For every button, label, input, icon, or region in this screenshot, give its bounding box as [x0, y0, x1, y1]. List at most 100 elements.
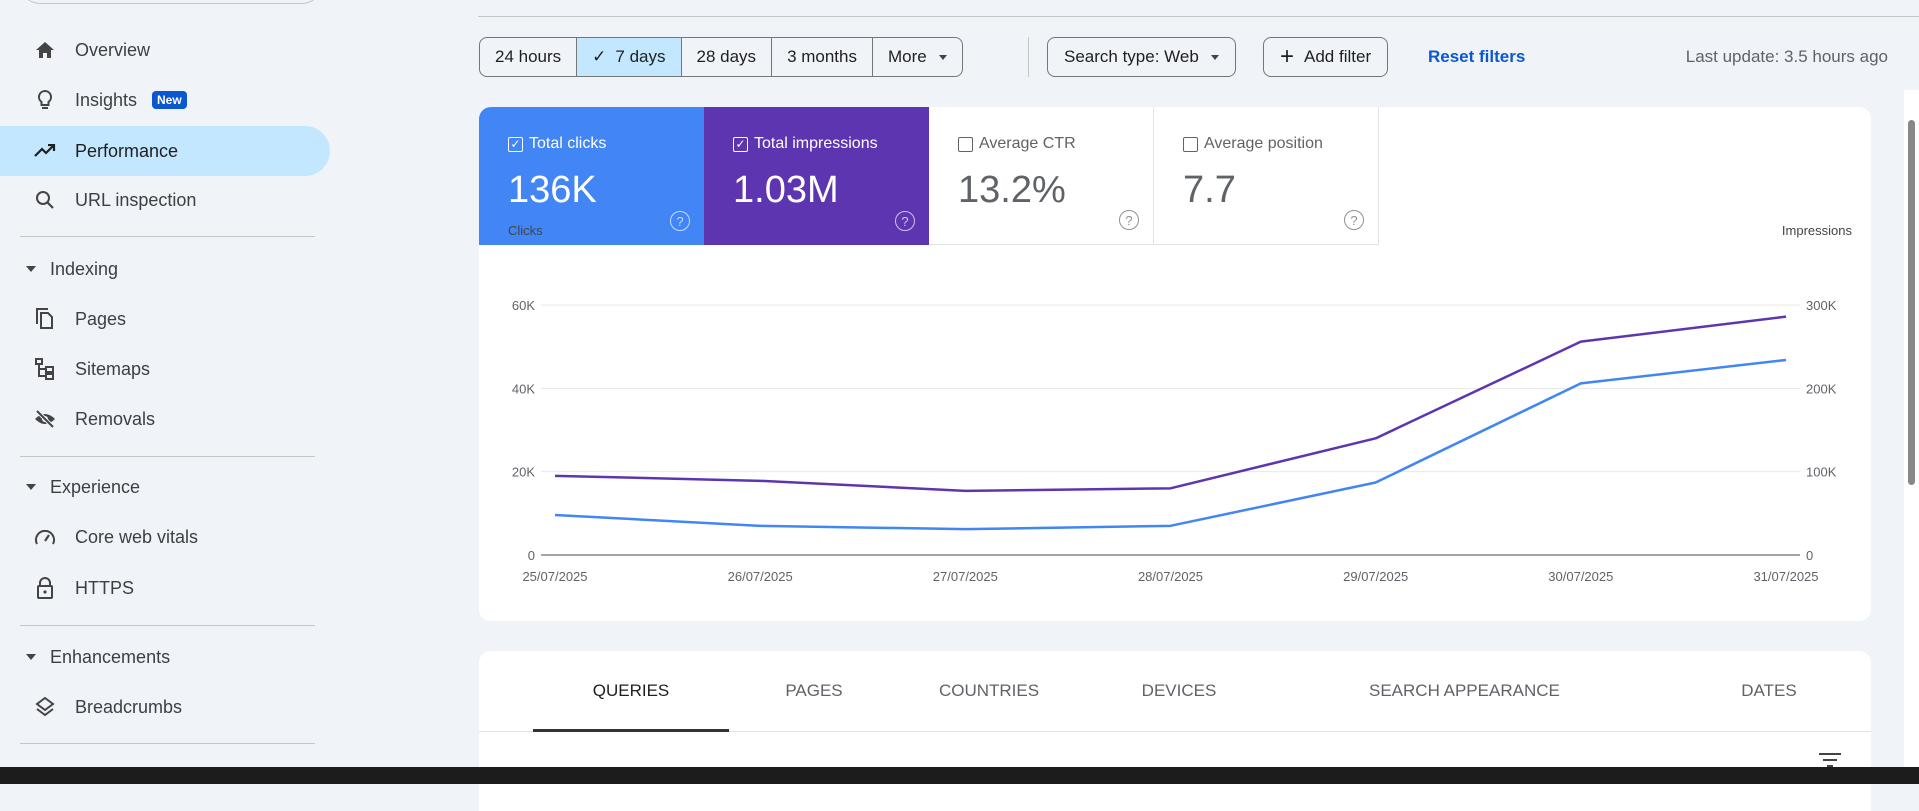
tab-countries[interactable]: COUNTRIES: [938, 681, 1040, 700]
divider: [20, 456, 315, 457]
tab-search-appearance[interactable]: SEARCH APPEARANCE: [1369, 681, 1560, 700]
sidebar-item-performance[interactable]: Performance: [0, 126, 330, 176]
taskbar: [0, 767, 1919, 784]
sidebar-item-insights[interactable]: Insights New: [0, 75, 330, 125]
search-bar[interactable]: [20, 0, 322, 4]
sidebar-item-pages[interactable]: Pages: [0, 294, 330, 344]
lock-icon: [34, 577, 56, 599]
tab-devices[interactable]: DEVICES: [1141, 681, 1217, 700]
sidebar-item-sitemaps[interactable]: Sitemaps: [0, 344, 330, 394]
sidebar-item-breadcrumbs[interactable]: Breadcrumbs: [0, 682, 330, 732]
eye-off-icon: [34, 408, 56, 430]
series-line-impressions: [554, 315, 1787, 493]
search-type-label: Search type: Web: [1064, 47, 1199, 66]
range-label: More: [888, 47, 927, 66]
scrollbar-thumb[interactable]: [1908, 120, 1915, 485]
metric-total-impressions[interactable]: ✓ Total impressions 1.03M ?: [704, 107, 929, 245]
y-tick-left: 20K: [512, 465, 535, 480]
performance-chart-card: ✓ Total clicks 136K ? ✓ Total impressions …: [479, 107, 1871, 621]
checkbox-unchecked-icon[interactable]: [1183, 136, 1198, 152]
x-tick-label: 28/07/2025: [1138, 569, 1203, 584]
divider: [20, 625, 315, 626]
sidebar-item-label: Sitemaps: [75, 358, 151, 379]
help-icon[interactable]: ?: [1344, 210, 1364, 230]
tab-pages[interactable]: PAGES: [785, 681, 843, 700]
layers-icon: [34, 696, 56, 718]
sidebar-item-label: Core web vitals: [75, 526, 199, 547]
sidebar-item-label: Removals: [75, 408, 156, 429]
caret-down-icon: [26, 484, 36, 490]
new-badge: New: [152, 91, 187, 109]
metric-average-ctr[interactable]: Average CTR 13.2% ?: [929, 107, 1154, 245]
y-tick-left: 60K: [512, 298, 535, 313]
x-tick-label: 26/07/2025: [728, 569, 793, 584]
sidebar-item-label: Insights: [75, 89, 138, 110]
range-3-months[interactable]: 3 months: [772, 38, 873, 76]
checkbox-unchecked-icon[interactable]: [958, 136, 973, 152]
help-icon[interactable]: ?: [895, 211, 915, 231]
metric-value: 7.7: [1183, 169, 1236, 211]
y-tick-right: 200K: [1806, 381, 1837, 396]
metric-value: 13.2%: [958, 169, 1066, 211]
search-icon: [34, 189, 56, 211]
date-range-selector: 24 hours ✓ 7 days 28 days 3 months More: [479, 37, 963, 77]
x-tick-label: 30/07/2025: [1548, 569, 1613, 584]
sidebar-item-label: Performance: [75, 140, 179, 161]
metric-label: Average position: [1204, 135, 1323, 152]
tab-dates[interactable]: DATES: [1741, 681, 1797, 700]
sidebar-item-label: Overview: [75, 39, 151, 60]
sidebar-item-overview[interactable]: Overview: [0, 25, 330, 75]
divider: [20, 236, 315, 237]
add-filter-button[interactable]: + Add filter: [1263, 37, 1389, 77]
sitemap-icon: [34, 358, 56, 380]
help-icon[interactable]: ?: [670, 211, 690, 231]
metric-label: Total clicks: [529, 135, 607, 152]
x-tick-label: 25/07/2025: [522, 569, 587, 584]
range-label: 24 hours: [495, 47, 562, 66]
sidebar-item-label: HTTPS: [75, 577, 135, 598]
checkbox-checked-icon[interactable]: ✓: [733, 136, 748, 152]
divider: [478, 16, 1919, 17]
metric-value: 136K: [508, 169, 597, 211]
divider: [20, 743, 315, 744]
y-axis-right-label: Impressions: [1782, 223, 1853, 238]
dimension-tabs-card: QUERIES PAGES COUNTRIES DEVICES SEARCH A…: [479, 651, 1871, 811]
lightbulb-icon: [34, 89, 56, 111]
x-tick-label: 31/07/2025: [1753, 569, 1818, 584]
metric-average-position[interactable]: Average position 7.7 ?: [1154, 107, 1379, 245]
check-icon: ✓: [592, 47, 607, 66]
range-label: 28 days: [696, 47, 757, 66]
y-tick-left: 0: [528, 548, 535, 563]
y-tick-right: 300K: [1806, 298, 1837, 313]
scrollbar[interactable]: [1904, 90, 1919, 784]
x-tick-label: 27/07/2025: [933, 569, 998, 584]
divider: [479, 731, 1871, 732]
tab-queries[interactable]: QUERIES: [592, 681, 670, 700]
caret-down-icon: [26, 266, 36, 272]
y-axis-left-label: Clicks: [508, 223, 543, 238]
reset-filters-link[interactable]: Reset filters: [1428, 47, 1526, 66]
sidebar-item-removals[interactable]: Removals: [0, 394, 330, 444]
section-label: Indexing: [50, 258, 119, 279]
range-28-days[interactable]: 28 days: [682, 38, 773, 76]
section-label: Experience: [50, 476, 141, 497]
series-line-clicks: [554, 358, 1787, 531]
sidebar-item-label: Pages: [75, 308, 127, 329]
sidebar-item-label: URL inspection: [75, 189, 197, 210]
sidebar-item-url-inspection[interactable]: URL inspection: [0, 175, 330, 225]
y-tick-left: 40K: [512, 381, 535, 396]
sidebar-item-core-web-vitals[interactable]: Core web vitals: [0, 512, 330, 562]
search-type-dropdown[interactable]: Search type: Web: [1047, 37, 1236, 77]
performance-line-chart: Clicks Impressions 0 0 20K 100K 40K 200K 60K 300K…: [508, 223, 1853, 584]
help-icon[interactable]: ?: [1119, 210, 1139, 230]
range-7-days[interactable]: ✓ 7 days: [577, 38, 682, 76]
range-more-dropdown[interactable]: More: [873, 38, 962, 76]
caret-down-icon: [938, 54, 947, 60]
filter-list-icon[interactable]: [1819, 753, 1841, 771]
range-24-hours[interactable]: 24 hours: [480, 38, 578, 76]
checkbox-checked-icon[interactable]: ✓: [508, 136, 523, 152]
plus-icon: +: [1280, 43, 1295, 70]
metric-total-clicks[interactable]: ✓ Total clicks 136K ?: [479, 107, 704, 245]
sidebar-item-https[interactable]: HTTPS: [0, 563, 330, 613]
caret-down-icon: [26, 654, 36, 660]
